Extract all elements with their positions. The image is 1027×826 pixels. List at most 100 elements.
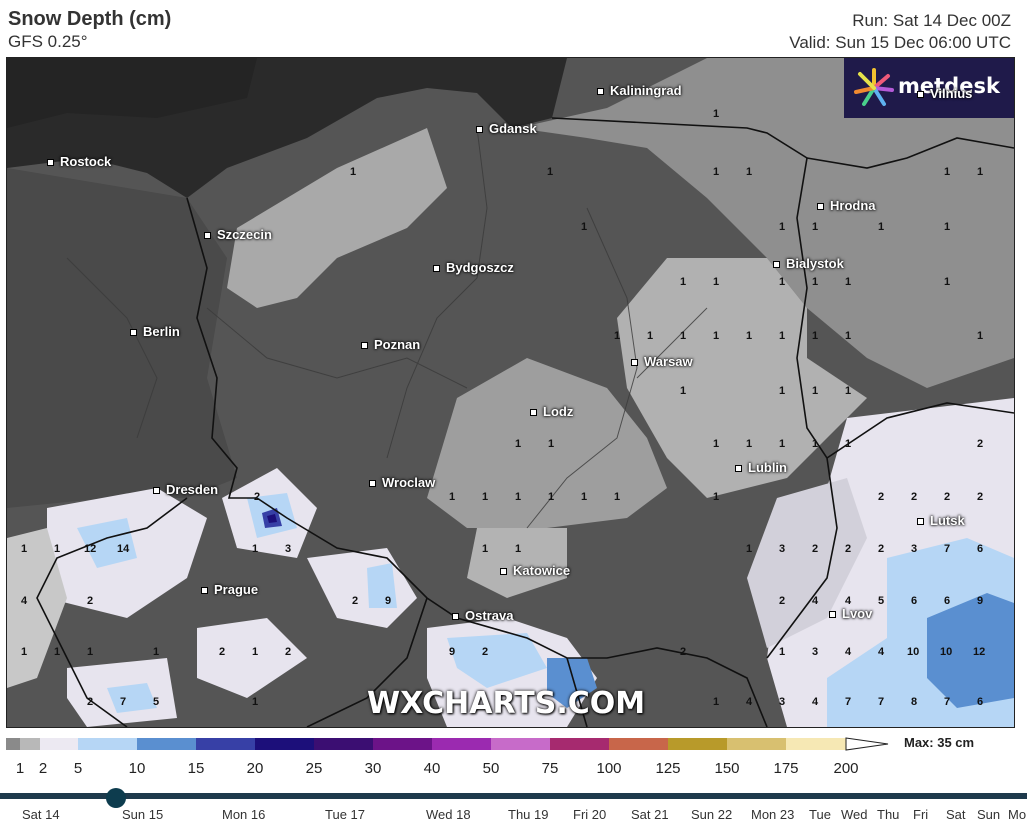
legend-label: 75 <box>541 760 559 777</box>
grid-value: 1 <box>482 543 489 555</box>
map-canvas <box>7 58 1014 727</box>
city-lublin: Lublin <box>735 460 787 475</box>
timeline-day[interactable]: Fri 20 <box>573 807 607 822</box>
grid-value: 1 <box>350 166 357 178</box>
grid-value: 1 <box>153 646 160 658</box>
city-lodz: Lodz <box>530 404 573 419</box>
grid-value: 1 <box>614 330 621 342</box>
grid-value: 1 <box>779 330 786 342</box>
grid-value: 4 <box>845 646 852 658</box>
grid-value: 2 <box>254 491 261 503</box>
timeline[interactable]: Sat 14 Sun 15 Mon 16 Tue 17 Wed 18 Thu 19 Fri … <box>0 788 1027 826</box>
timeline-day[interactable]: Sun 22 <box>691 807 733 822</box>
city-ostrava: Ostrava <box>452 608 513 623</box>
grid-value: 1 <box>548 438 555 450</box>
timeline-day[interactable]: Fri <box>913 807 929 822</box>
grid-value: 7 <box>878 696 885 708</box>
timeline-day[interactable]: Sat 21 <box>631 807 669 822</box>
legend-label: 5 <box>73 760 83 777</box>
legend-swatch <box>78 738 137 750</box>
grid-value: 9 <box>385 595 392 607</box>
grid-value: 2 <box>911 491 918 503</box>
city-vilnius: Vilnius <box>917 86 972 101</box>
grid-value: 9 <box>449 646 456 658</box>
grid-value: 1 <box>54 646 61 658</box>
grid-value: 1 <box>21 543 28 555</box>
city-szczecin: Szczecin <box>204 227 272 242</box>
city-rostock: Rostock <box>47 154 111 169</box>
grid-value: 1 <box>647 330 654 342</box>
grid-value: 1 <box>680 385 687 397</box>
city-kaliningrad: Kaliningrad <box>597 83 682 98</box>
city-lvov: Lvov <box>829 606 872 621</box>
legend-swatch <box>314 738 373 750</box>
grid-value: 1 <box>680 276 687 288</box>
legend-label: 1 <box>15 760 25 777</box>
legend-swatch <box>668 738 727 750</box>
grid-value: 1 <box>812 330 819 342</box>
legend-label: 30 <box>364 760 382 777</box>
grid-value: 1 <box>845 385 852 397</box>
legend-label: 200 <box>833 760 859 777</box>
timeline-day[interactable]: Thu 19 <box>508 807 549 822</box>
run-info: Run: Sat 14 Dec 00Z Valid: Sun 15 Dec 06… <box>789 10 1011 54</box>
legend-label: 125 <box>655 760 681 777</box>
grid-value: 3 <box>779 543 786 555</box>
grid-value: 1 <box>845 276 852 288</box>
grid-value: 2 <box>977 438 984 450</box>
grid-value: 2 <box>812 543 819 555</box>
grid-value: 2 <box>219 646 226 658</box>
timeline-track[interactable] <box>0 793 1027 799</box>
chart-header: Snow Depth (cm) GFS 0.25° <box>8 8 171 52</box>
legend-swatch <box>550 738 609 750</box>
grid-value: 3 <box>779 696 786 708</box>
timeline-day[interactable]: Mon 23 <box>751 807 795 822</box>
city-berlin: Berlin <box>130 324 180 339</box>
legend-label: 20 <box>246 760 264 777</box>
timeline-day[interactable]: Mo <box>1008 807 1027 822</box>
timeline-day[interactable]: Wed <box>841 807 868 822</box>
timeline-slider-handle[interactable] <box>106 788 126 808</box>
grid-value: 1 <box>87 646 94 658</box>
grid-value: 5 <box>153 696 160 708</box>
legend-label: 15 <box>187 760 205 777</box>
grid-value: 1 <box>779 646 786 658</box>
timeline-day[interactable]: Sun 15 <box>122 807 164 822</box>
timeline-day[interactable]: Mon 16 <box>222 807 266 822</box>
grid-value: 2 <box>779 595 786 607</box>
grid-value: 2 <box>944 491 951 503</box>
wxcharts-watermark: WXCHARTS.COM <box>367 686 646 721</box>
grid-value: 12 <box>973 646 986 658</box>
grid-value: 1 <box>547 166 554 178</box>
grid-value: 1 <box>515 438 522 450</box>
timeline-day[interactable]: Sun <box>977 807 1001 822</box>
grid-value: 2 <box>352 595 359 607</box>
grid-value: 2 <box>680 646 687 658</box>
legend-swatch <box>432 738 491 750</box>
grid-value: 7 <box>944 543 951 555</box>
legend-colorbar <box>6 737 889 751</box>
grid-value: 1 <box>713 438 720 450</box>
grid-value: 1 <box>252 646 259 658</box>
grid-value: 6 <box>977 696 984 708</box>
grid-value: 4 <box>746 696 753 708</box>
grid-value: 1 <box>779 438 786 450</box>
grid-value: 1 <box>252 696 259 708</box>
timeline-day[interactable]: Tue <box>809 807 831 822</box>
grid-value: 1 <box>713 166 720 178</box>
timeline-day[interactable]: Sat <box>946 807 966 822</box>
grid-value: 2 <box>285 646 292 658</box>
grid-value: 1 <box>812 221 819 233</box>
grid-value: 1 <box>746 166 753 178</box>
legend-swatch <box>255 738 314 750</box>
timeline-day[interactable]: Tue 17 <box>325 807 365 822</box>
legend-swatch <box>6 738 20 750</box>
timeline-day[interactable]: Thu <box>877 807 900 822</box>
legend-swatch <box>609 738 668 750</box>
legend-swatch <box>137 738 196 750</box>
grid-value: 6 <box>977 543 984 555</box>
snow-depth-map[interactable]: metdesk Kaliningrad Vilnius Gdansk Rosto… <box>6 57 1015 728</box>
timeline-day[interactable]: Sat 14 <box>22 807 60 822</box>
timeline-day[interactable]: Wed 18 <box>426 807 471 822</box>
city-lutsk: Lutsk <box>917 513 965 528</box>
